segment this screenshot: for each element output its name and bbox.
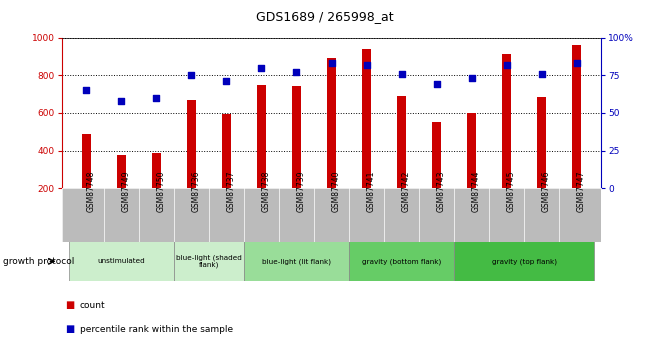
Bar (187, 100, 196, 188)
Text: GSM87747: GSM87747 (577, 170, 586, 212)
Bar (432, 122, 441, 188)
Point (361, 62, 372, 68)
Bar (152, 153, 161, 188)
Bar (467, 113, 476, 188)
Bar (362, 49, 371, 188)
Point (432, 82, 442, 87)
Text: blue-light (shaded
flank): blue-light (shaded flank) (176, 254, 242, 268)
Point (501, 62, 512, 68)
Point (116, 98, 127, 104)
Point (396, 71, 407, 77)
Text: GSM87743: GSM87743 (437, 170, 446, 212)
Text: GSM87748: GSM87748 (86, 171, 96, 212)
Text: GSM87742: GSM87742 (402, 171, 411, 212)
Text: GSM87744: GSM87744 (472, 170, 480, 212)
Text: gravity (top flank): gravity (top flank) (491, 258, 556, 265)
Point (151, 95, 162, 101)
Bar (538, 97, 546, 188)
Text: GSM87739: GSM87739 (296, 170, 306, 212)
Point (326, 61, 337, 66)
Bar (69, 241, 174, 281)
Text: GSM87736: GSM87736 (191, 170, 200, 212)
Bar (454, 241, 594, 281)
Bar (222, 114, 231, 188)
Bar (257, 85, 266, 188)
Text: growth protocol: growth protocol (3, 257, 75, 266)
Bar (244, 241, 349, 281)
Point (291, 70, 302, 75)
Text: count: count (80, 301, 105, 310)
Bar (82, 134, 90, 188)
Text: ■: ■ (65, 300, 74, 310)
Point (221, 79, 231, 84)
Text: percentile rank within the sample: percentile rank within the sample (80, 325, 233, 334)
Point (571, 61, 582, 66)
Bar (117, 155, 125, 188)
Bar (349, 241, 454, 281)
Point (536, 71, 547, 77)
Point (256, 65, 266, 71)
Bar (573, 46, 581, 188)
Bar (327, 58, 336, 188)
Text: GSM87746: GSM87746 (541, 170, 551, 212)
Point (467, 76, 477, 81)
Text: GSM87749: GSM87749 (122, 170, 130, 212)
Point (81, 88, 92, 93)
Bar (174, 241, 244, 281)
Text: ■: ■ (65, 325, 74, 334)
Bar (502, 54, 511, 188)
Bar (292, 86, 301, 188)
Text: GSM87740: GSM87740 (332, 170, 341, 212)
Text: GSM87738: GSM87738 (261, 171, 270, 212)
Point (186, 73, 196, 78)
Text: gravity (bottom flank): gravity (bottom flank) (362, 258, 441, 265)
Text: GSM87741: GSM87741 (367, 171, 376, 212)
Text: GSM87750: GSM87750 (157, 170, 165, 212)
Bar (397, 96, 406, 188)
Text: GSM87745: GSM87745 (506, 170, 515, 212)
Text: unstimulated: unstimulated (98, 258, 145, 264)
Text: GSM87737: GSM87737 (226, 170, 235, 212)
Text: blue-light (lit flank): blue-light (lit flank) (262, 258, 331, 265)
Text: GDS1689 / 265998_at: GDS1689 / 265998_at (256, 10, 394, 23)
